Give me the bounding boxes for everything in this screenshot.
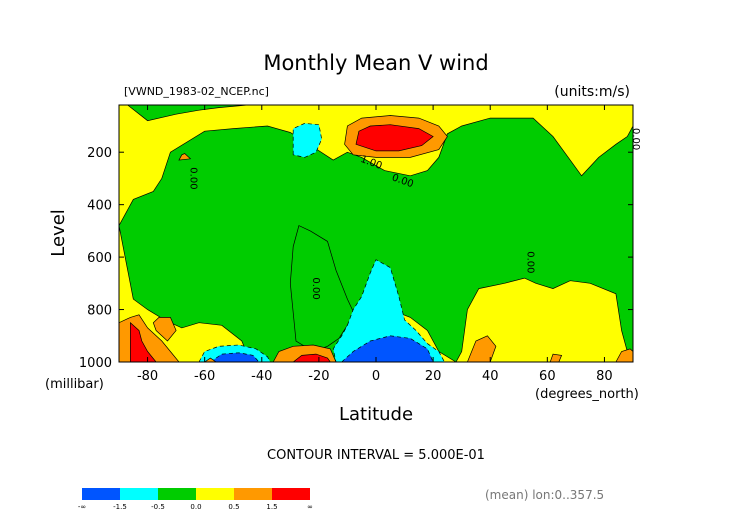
contour-region-14: [152, 317, 177, 342]
chart-title: Monthly Mean V wind: [263, 51, 488, 75]
y-tick-label-1: 400: [87, 199, 112, 214]
contour-region-6: [209, 352, 260, 362]
contour-label-1: 0.00: [310, 277, 321, 299]
contour-label-3: 0.00: [630, 128, 641, 150]
y-tick-label-3: 800: [87, 304, 112, 319]
legend-label-1: -1.5: [113, 503, 127, 511]
contour-region-1: [127, 105, 248, 122]
x-tick-label-1: -60: [194, 369, 215, 384]
plot-area: [119, 105, 633, 362]
x-tick-label-5: 20: [425, 369, 442, 384]
contour-label-2: 0.00: [524, 251, 535, 273]
contour-label-0: 0.00: [187, 167, 198, 189]
contour-region-19: [204, 357, 217, 362]
legend-swatch-2: [158, 488, 196, 500]
x-tick-label-8: 80: [596, 369, 613, 384]
x-tick-label-4: 0: [372, 369, 380, 384]
contour-region-11: [292, 353, 331, 362]
legend-label-2: -0.5: [151, 503, 165, 511]
legend-label-0: -∞: [78, 503, 86, 511]
legend-swatch-4: [234, 488, 272, 500]
contour-region-18: [549, 353, 563, 362]
x-tick-label-3: -20: [308, 369, 329, 384]
legend-swatch-3: [196, 488, 234, 500]
y-tick-label-2: 600: [87, 251, 112, 266]
x-units-label: (degrees_north): [535, 387, 639, 402]
x-tick-label-2: -40: [251, 369, 272, 384]
legend-swatch-1: [120, 488, 158, 500]
y-axis-label: Level: [48, 209, 69, 257]
x-axis-label: Latitude: [339, 404, 413, 425]
y-tick-label-0: 200: [87, 146, 112, 161]
contour-interval-note: CONTOUR INTERVAL = 5.000E-01: [267, 448, 485, 463]
contour-region-9: [355, 124, 434, 152]
x-tick-label-7: 60: [539, 369, 556, 384]
legend-swatch-5: [272, 488, 310, 500]
legend-label-3: 0.0: [190, 503, 201, 511]
file-label: [VWND_1983-02_NCEP.nc]: [124, 85, 269, 98]
y-axis: 200 400 600 800 1000: [79, 146, 633, 371]
contour-region-15: [178, 153, 192, 161]
contour-region-4: [341, 335, 434, 362]
contour-region-16: [467, 335, 497, 362]
legend-label-6: ∞: [307, 503, 313, 511]
x-axis: -80 -60 -40 -20 0 20 40 60 80: [137, 105, 613, 384]
contour-region-7: [292, 123, 323, 158]
legend-label-4: 0.5: [228, 503, 239, 511]
contour-region-3: [332, 259, 445, 362]
color-legend: -∞ -1.5 -0.5 0.0 0.5 1.5 ∞: [78, 488, 313, 511]
units-label: (units:m/s): [554, 84, 630, 100]
y-tick-label-4: 1000: [79, 356, 112, 371]
legend-swatch-0: [82, 488, 120, 500]
contour-region-17: [615, 348, 633, 362]
mean-note: (mean) lon:0..357.5: [485, 488, 604, 502]
x-tick-label-6: 40: [482, 369, 499, 384]
y-units-label: (millibar): [45, 377, 104, 392]
x-tick-label-0: -80: [137, 369, 158, 384]
legend-label-5: 1.5: [266, 503, 277, 511]
contour-region-13: [130, 321, 157, 362]
